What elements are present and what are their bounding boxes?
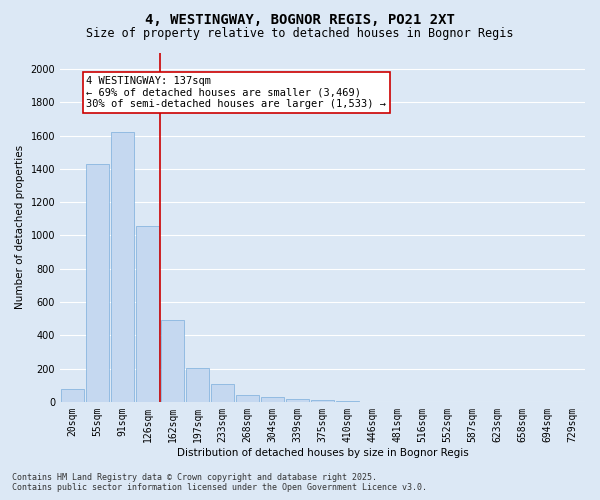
Bar [86, 164, 109, 402]
Bar [236, 395, 259, 402]
Text: Size of property relative to detached houses in Bognor Regis: Size of property relative to detached ho… [86, 28, 514, 40]
Bar [61, 390, 84, 402]
Bar [161, 320, 184, 402]
Bar [111, 132, 134, 402]
Y-axis label: Number of detached properties: Number of detached properties [15, 145, 25, 309]
X-axis label: Distribution of detached houses by size in Bognor Regis: Distribution of detached houses by size … [176, 448, 469, 458]
Bar [336, 401, 359, 402]
Text: Contains HM Land Registry data © Crown copyright and database right 2025.
Contai: Contains HM Land Registry data © Crown c… [12, 473, 427, 492]
Bar [311, 400, 334, 402]
Text: 4, WESTINGWAY, BOGNOR REGIS, PO21 2XT: 4, WESTINGWAY, BOGNOR REGIS, PO21 2XT [145, 12, 455, 26]
Bar [286, 399, 309, 402]
Text: 4 WESTINGWAY: 137sqm
← 69% of detached houses are smaller (3,469)
30% of semi-de: 4 WESTINGWAY: 137sqm ← 69% of detached h… [86, 76, 386, 109]
Bar [136, 226, 159, 402]
Bar [261, 397, 284, 402]
Bar [211, 384, 234, 402]
Bar [186, 368, 209, 402]
